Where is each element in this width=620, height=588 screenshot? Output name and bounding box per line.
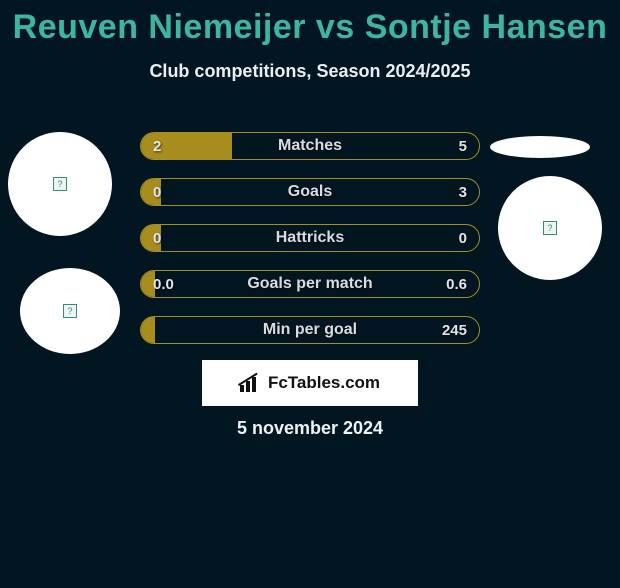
stat-bar: Min per goal 245 [140, 316, 480, 344]
player-avatar-right-ellipse [490, 136, 590, 158]
logo-box: FcTables.com [202, 360, 418, 406]
page-title: Reuven Niemeijer vs Sontje Hansen [0, 8, 620, 47]
logo-text: FcTables.com [268, 373, 380, 393]
stat-right-value: 0.6 [446, 271, 467, 297]
stat-right-value: 3 [459, 179, 467, 205]
stat-right-value: 245 [442, 317, 467, 343]
image-placeholder-icon: ? [63, 304, 77, 318]
stat-label: Goals per match [141, 271, 479, 297]
stat-bar: 0.0 Goals per match 0.6 [140, 270, 480, 298]
player-avatar-left-2: ? [20, 268, 120, 354]
stat-label: Goals [141, 179, 479, 205]
stat-right-value: 0 [459, 225, 467, 251]
stat-bar: 0 Hattricks 0 [140, 224, 480, 252]
stat-label: Min per goal [141, 317, 479, 343]
stat-label: Hattricks [141, 225, 479, 251]
stat-label: Matches [141, 133, 479, 159]
comparison-bars: 2 Matches 5 0 Goals 3 0 Hattricks 0 0.0 … [140, 132, 480, 362]
player-avatar-left-1: ? [8, 132, 112, 236]
stat-right-value: 5 [459, 133, 467, 159]
date-label: 5 november 2024 [0, 418, 620, 439]
player-avatar-right-1: ? [498, 176, 602, 280]
stat-bar: 2 Matches 5 [140, 132, 480, 160]
stat-bar: 0 Goals 3 [140, 178, 480, 206]
subtitle: Club competitions, Season 2024/2025 [0, 61, 620, 82]
image-placeholder-icon: ? [53, 177, 67, 191]
fctables-chart-icon [240, 374, 262, 392]
image-placeholder-icon: ? [543, 221, 557, 235]
